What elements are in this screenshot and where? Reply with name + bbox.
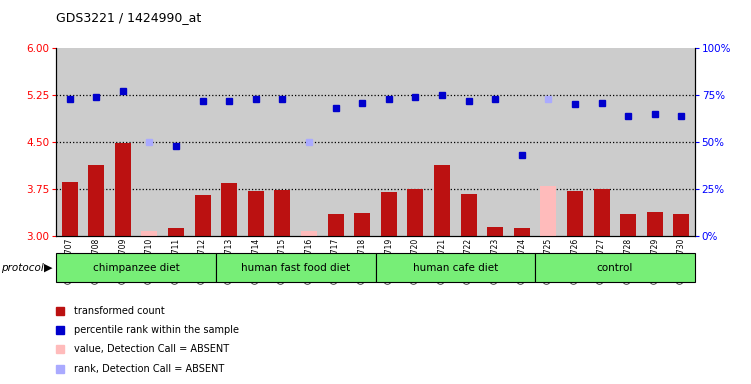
Bar bbox=[89, 165, 104, 236]
Bar bbox=[195, 195, 210, 236]
Text: human fast food diet: human fast food diet bbox=[241, 263, 350, 273]
Text: human cafe diet: human cafe diet bbox=[412, 263, 498, 273]
Bar bbox=[535, 253, 695, 282]
Text: protocol: protocol bbox=[2, 263, 44, 273]
Bar bbox=[274, 190, 291, 236]
Bar bbox=[567, 191, 583, 236]
Bar bbox=[460, 194, 477, 236]
Bar bbox=[647, 212, 663, 236]
Bar bbox=[327, 214, 344, 236]
Bar bbox=[674, 214, 689, 236]
Bar bbox=[620, 214, 636, 236]
Bar bbox=[222, 183, 237, 236]
Text: ▶: ▶ bbox=[44, 263, 52, 273]
Bar bbox=[381, 192, 397, 236]
Bar bbox=[56, 253, 216, 282]
Bar bbox=[541, 186, 556, 236]
Bar bbox=[115, 143, 131, 236]
Bar bbox=[593, 189, 610, 236]
Bar bbox=[141, 231, 158, 236]
Bar bbox=[376, 253, 535, 282]
Bar bbox=[408, 189, 424, 236]
Bar bbox=[216, 253, 376, 282]
Bar bbox=[434, 165, 450, 236]
Bar bbox=[354, 213, 370, 236]
Bar bbox=[514, 228, 529, 236]
Bar bbox=[301, 231, 317, 236]
Bar bbox=[62, 182, 77, 236]
Bar bbox=[248, 191, 264, 236]
Bar bbox=[487, 227, 503, 236]
Bar bbox=[168, 228, 184, 236]
Text: GDS3221 / 1424990_at: GDS3221 / 1424990_at bbox=[56, 12, 201, 25]
Text: percentile rank within the sample: percentile rank within the sample bbox=[74, 325, 239, 335]
Text: control: control bbox=[597, 263, 633, 273]
Text: transformed count: transformed count bbox=[74, 306, 164, 316]
Text: value, Detection Call = ABSENT: value, Detection Call = ABSENT bbox=[74, 344, 229, 354]
Text: chimpanzee diet: chimpanzee diet bbox=[92, 263, 179, 273]
Text: rank, Detection Call = ABSENT: rank, Detection Call = ABSENT bbox=[74, 364, 224, 374]
